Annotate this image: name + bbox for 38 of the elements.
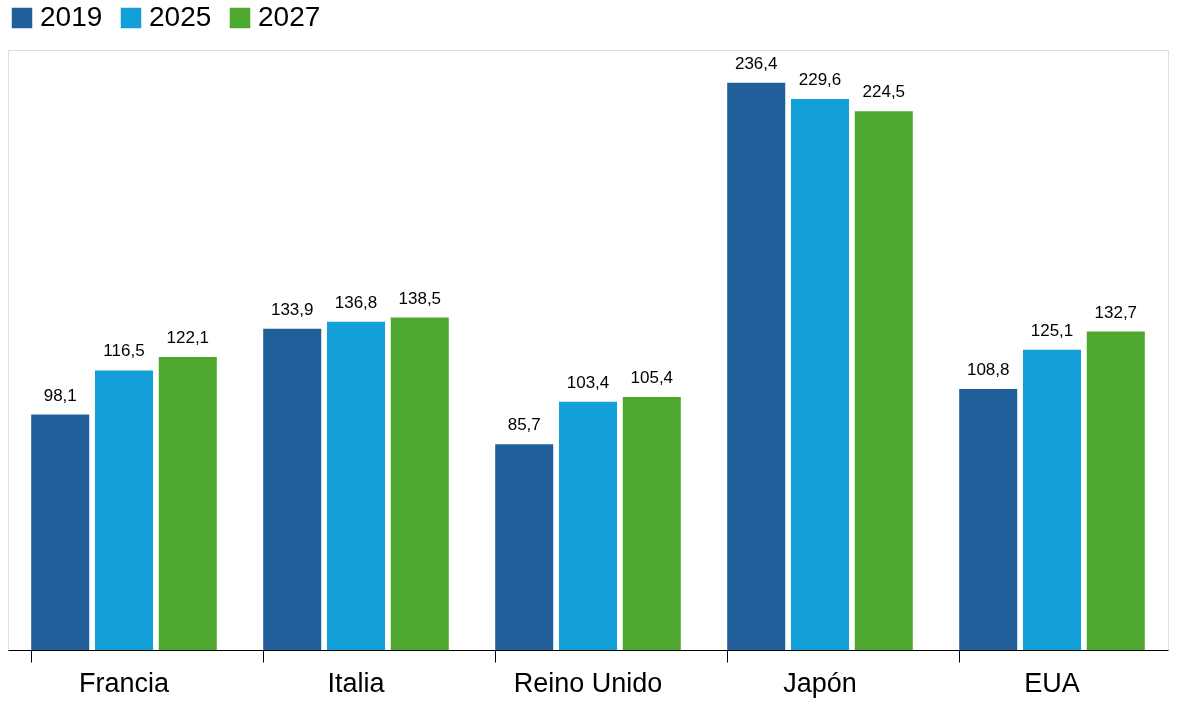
- data-label: 85,7: [507, 415, 541, 435]
- x-tick-label: EUA: [1024, 667, 1080, 698]
- data-label: 103,4: [566, 372, 610, 392]
- legend-label: 2027: [258, 1, 321, 32]
- data-label: 132,7: [1094, 302, 1138, 322]
- data-label: 236,4: [734, 53, 778, 73]
- bar: [326, 321, 386, 650]
- x-tick-label: Francia: [78, 667, 170, 698]
- legend-label: 2019: [40, 1, 103, 32]
- data-label: 116,5: [103, 341, 145, 361]
- data-label: 133,9: [270, 299, 314, 319]
- data-label: 98,1: [43, 385, 77, 405]
- bar: [158, 356, 217, 650]
- bar: [854, 111, 913, 650]
- bar: [790, 98, 850, 650]
- data-label: 108,8: [966, 359, 1010, 379]
- x-tick-label: Italia: [327, 667, 386, 698]
- bar: [1086, 331, 1145, 650]
- bar: [622, 397, 681, 650]
- bar: [390, 317, 449, 650]
- bar: [959, 388, 1018, 650]
- x-tick-label: Japón: [783, 667, 857, 698]
- bar: [94, 370, 154, 650]
- data-label: 125,1: [1030, 320, 1074, 340]
- x-tick-label: Reino Unido: [513, 667, 663, 698]
- bar: [1022, 349, 1082, 650]
- data-label: 229,6: [798, 69, 842, 89]
- data-label: 224,5: [862, 82, 906, 102]
- bar: [495, 444, 554, 650]
- data-label: 136,8: [334, 292, 378, 312]
- bar: [558, 401, 618, 650]
- bar: [727, 82, 786, 650]
- data-label: 138,5: [398, 288, 442, 308]
- data-label: 122,1: [166, 327, 210, 347]
- bar: [31, 414, 90, 650]
- legend-label: 2025: [149, 1, 212, 32]
- bar: [263, 328, 322, 650]
- data-label: 105,4: [630, 368, 674, 388]
